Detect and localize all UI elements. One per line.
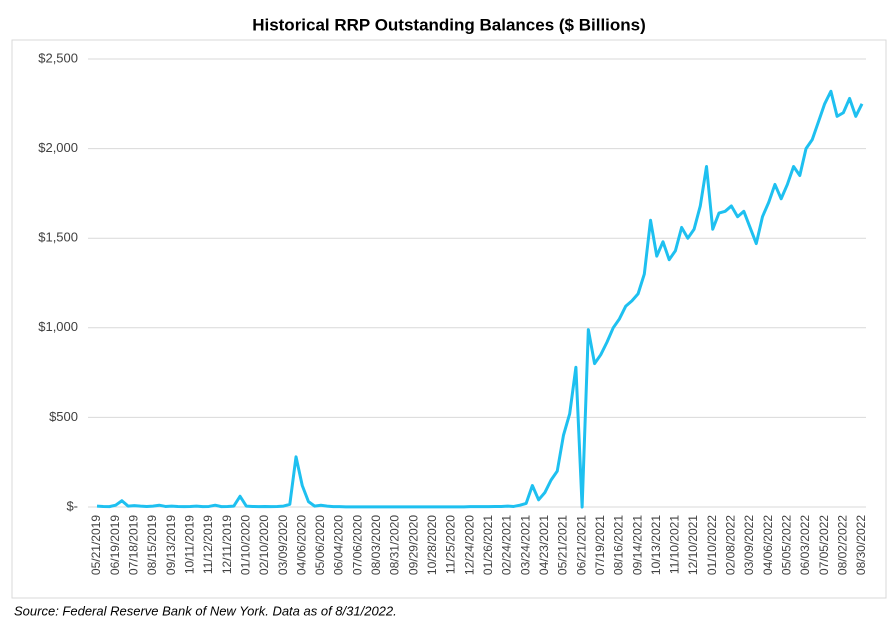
- x-tick-label: 06/21/2021: [574, 515, 588, 575]
- x-tick-label: 10/11/2019: [182, 515, 196, 574]
- x-tick-label: 01/10/2022: [705, 515, 719, 575]
- x-tick-label: 01/10/2020: [238, 515, 252, 575]
- y-tick-label: $2,500: [38, 50, 78, 65]
- x-tick-label: 07/18/2019: [126, 515, 140, 575]
- x-tick-label: 04/06/2020: [294, 515, 308, 575]
- x-tick-label: 05/06/2020: [313, 515, 327, 575]
- y-tick-label: $1,000: [38, 319, 78, 334]
- x-tick-label: 06/19/2019: [108, 515, 122, 575]
- x-tick-label: 01/26/2021: [481, 515, 495, 575]
- x-tick-label: 11/25/2020: [444, 515, 458, 574]
- x-tick-label: 07/06/2020: [350, 515, 364, 575]
- x-tick-label: 06/03/2022: [798, 515, 812, 575]
- x-tick-label: 05/05/2022: [780, 515, 794, 575]
- source-note: Source: Federal Reserve Bank of New York…: [14, 603, 397, 618]
- y-tick-label: $500: [49, 409, 78, 424]
- y-tick-label: $2,000: [38, 140, 78, 155]
- chart-title: Historical RRP Outstanding Balances ($ B…: [252, 15, 646, 34]
- x-tick-label: 08/15/2019: [145, 515, 159, 575]
- x-tick-label: 07/05/2022: [817, 515, 831, 575]
- x-tick-label: 05/21/2019: [89, 515, 103, 575]
- x-tick-label: 12/10/2021: [686, 515, 700, 575]
- x-tick-label: 08/02/2022: [836, 515, 850, 575]
- x-tick-label: 11/12/2019: [201, 515, 215, 574]
- x-tick-label: 12/11/2019: [220, 515, 234, 574]
- x-tick-label: 06/04/2020: [332, 515, 346, 575]
- x-tick-label: 07/19/2021: [593, 515, 607, 575]
- chart-frame: [11, 39, 887, 599]
- x-tick-label: 02/10/2020: [257, 515, 271, 575]
- x-tick-label: 03/24/2021: [518, 515, 532, 575]
- x-tick-label: 09/13/2019: [164, 515, 178, 575]
- y-tick-label: $1,500: [38, 230, 78, 245]
- y-tick-label: $-: [66, 498, 78, 513]
- x-tick-label: 02/24/2021: [500, 515, 514, 575]
- data-line: [96, 89, 864, 509]
- x-tick-label: 03/09/2022: [742, 515, 756, 575]
- x-tick-label: 02/08/2022: [724, 515, 738, 575]
- x-tick-label: 08/31/2020: [388, 515, 402, 575]
- x-tick-label: 03/09/2020: [276, 515, 290, 575]
- x-tick-label: 04/23/2021: [537, 515, 551, 575]
- x-tick-label: 10/13/2021: [649, 515, 663, 575]
- x-tick-label: 09/29/2020: [406, 515, 420, 575]
- x-tick-label: 10/28/2020: [425, 515, 439, 575]
- x-tick-label: 05/21/2021: [556, 515, 570, 575]
- x-tick-label: 08/30/2022: [854, 515, 868, 575]
- x-tick-label: 11/10/2021: [668, 515, 682, 574]
- x-tick-label: 08/03/2020: [369, 515, 383, 575]
- x-tick-label: 08/16/2021: [612, 515, 626, 575]
- x-tick-label: 12/24/2020: [462, 515, 476, 575]
- x-tick-label: 09/14/2021: [630, 515, 644, 575]
- x-tick-label: 04/06/2022: [761, 515, 775, 575]
